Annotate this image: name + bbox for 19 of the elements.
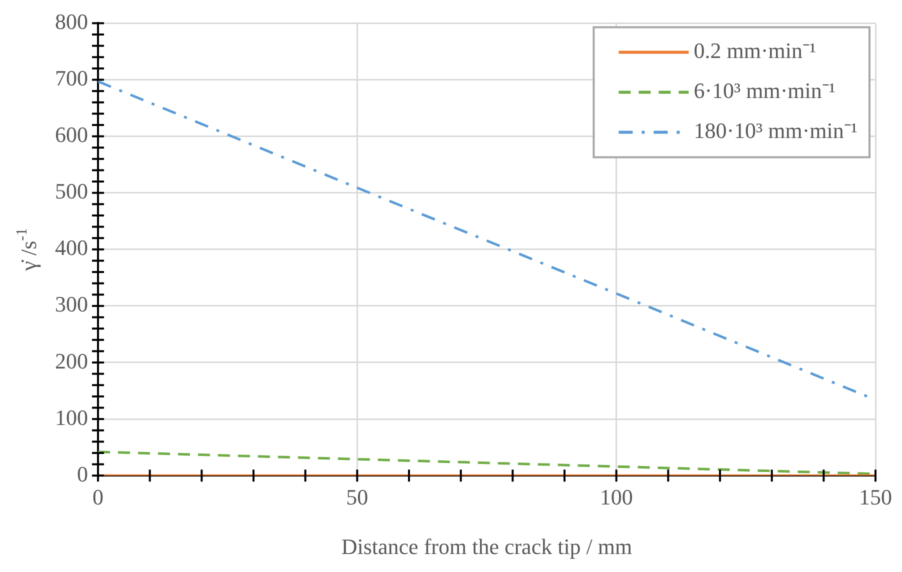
x-tick-label: 150 — [859, 484, 892, 510]
y-tick-label: 500 — [55, 178, 88, 204]
legend-label: 180·10³ mm·min⁻¹ — [694, 118, 858, 143]
y-tick-label: 0 — [77, 461, 88, 486]
y-tick-label: 100 — [55, 404, 88, 430]
x-tick-label: 50 — [346, 484, 368, 510]
x-axis-title: Distance from the crack tip / mm — [341, 534, 632, 559]
x-tick-label: 0 — [92, 484, 104, 510]
legend-label: 0.2 mm·min⁻¹ — [694, 38, 816, 63]
y-tick-label: 700 — [55, 66, 88, 91]
x-tick-label: 100 — [600, 484, 633, 510]
legend-label: 6·10³ mm·min⁻¹ — [694, 78, 836, 103]
y-axis-title: γ̇ /s-1 — [13, 228, 41, 272]
y-tick-label: 300 — [55, 292, 88, 317]
y-tick-label: 400 — [55, 235, 88, 260]
y-tick-label: 800 — [55, 8, 88, 34]
line-series — [98, 80, 876, 402]
y-tick-label: 200 — [55, 348, 88, 374]
y-tick-label: 600 — [55, 122, 88, 148]
